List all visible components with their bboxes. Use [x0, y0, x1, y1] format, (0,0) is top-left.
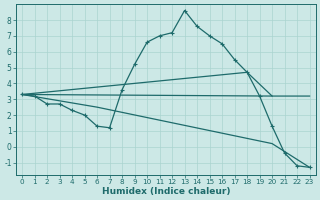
X-axis label: Humidex (Indice chaleur): Humidex (Indice chaleur)	[101, 187, 230, 196]
